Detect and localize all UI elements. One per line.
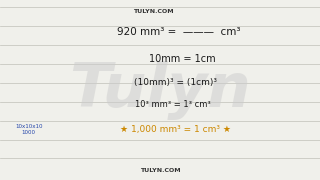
Text: 10³ mm³ = 1³ cm³: 10³ mm³ = 1³ cm³ (135, 100, 211, 109)
Text: Tulyn: Tulyn (69, 60, 251, 120)
Text: ★ 1,000 mm³ = 1 cm³ ★: ★ 1,000 mm³ = 1 cm³ ★ (121, 125, 231, 134)
Text: (10mm)³ = (1cm)³: (10mm)³ = (1cm)³ (134, 78, 218, 87)
Text: 10mm = 1cm: 10mm = 1cm (149, 54, 216, 64)
Text: 920 mm³ =  ———  cm³: 920 mm³ = ——— cm³ (117, 27, 241, 37)
Text: TULYN.COM: TULYN.COM (140, 168, 180, 173)
Text: 10x10x10
1000: 10x10x10 1000 (15, 124, 43, 135)
Text: TULYN.COM: TULYN.COM (133, 9, 174, 14)
